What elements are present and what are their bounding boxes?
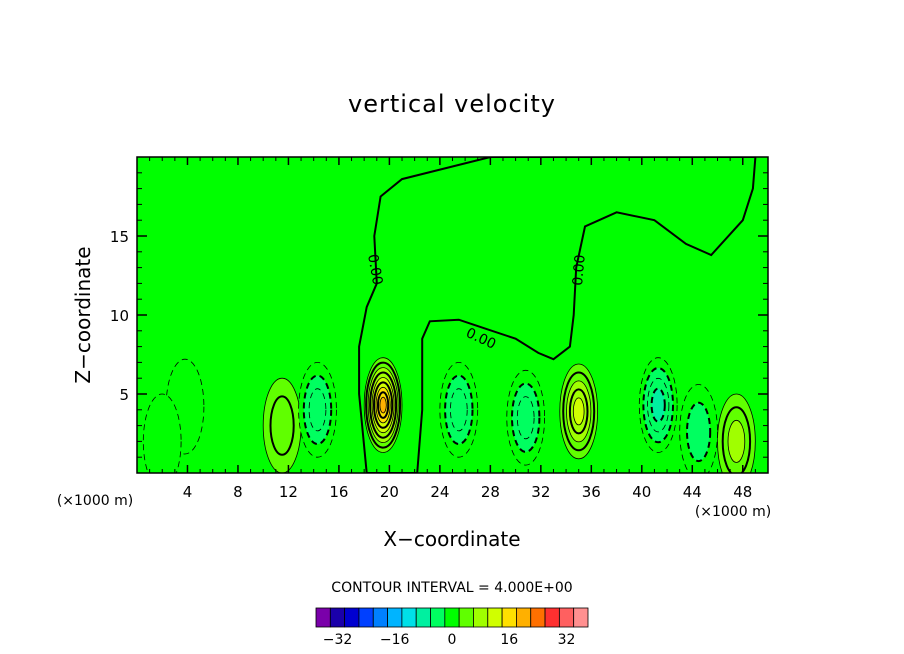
x-tick-label: 20 (380, 483, 399, 501)
updraft-contour (727, 419, 746, 463)
colorbar-swatch (544, 607, 560, 628)
x-tick-label: 36 (582, 483, 601, 501)
updraft-contour (572, 397, 585, 426)
colorbar-tick-label: 16 (500, 632, 518, 648)
zero-contour-label: 0.00 (570, 254, 589, 286)
x-tick-label: 32 (531, 483, 550, 501)
y-tick-label: 10 (110, 307, 129, 325)
contour-lines (358, 157, 757, 473)
colorbar-swatch (315, 607, 331, 628)
x-tick-label: 48 (733, 483, 752, 501)
colorbar-swatch (358, 607, 374, 628)
colorbar-swatch (329, 607, 346, 628)
colorbar-swatch (573, 607, 589, 628)
colorbar-swatch (530, 607, 546, 628)
colorbar-swatch (372, 607, 388, 628)
downdraft-contour (449, 388, 468, 432)
colorbar-swatch (344, 607, 360, 628)
chart-title: vertical velocity (348, 90, 556, 118)
colorbar-tick-label: −16 (380, 632, 410, 648)
updraft-contour (269, 395, 295, 456)
x-axis-label: X−coordinate (383, 527, 520, 551)
colorbar: −32 −16 0 16 32 (315, 607, 589, 648)
colorbar-tick-label: 0 (448, 632, 457, 648)
downdraft-contour (308, 388, 327, 432)
colorbar-swatch (430, 607, 446, 628)
y-axis: 5 10 15 (110, 172, 768, 458)
x-tick-label: 16 (329, 483, 348, 501)
zero-contour (358, 157, 757, 473)
colorbar-swatch (387, 607, 403, 628)
x-tick-label: 4 (183, 483, 193, 501)
zero-contour-label: 0.00 (364, 253, 385, 286)
x-tick-label: 40 (632, 483, 651, 501)
updraft-contour (379, 396, 387, 414)
colorbar-swatch (501, 607, 517, 628)
colorbar-tick-label: −32 (323, 632, 353, 648)
downdraft-contour (516, 396, 535, 440)
colorbar-swatch (558, 607, 575, 628)
downdraft-contour (142, 393, 182, 473)
x-tick-label: 44 (683, 483, 702, 501)
x-tick-label: 24 (430, 483, 449, 501)
downdraft-contour (686, 401, 712, 463)
colorbar-swatch (444, 607, 460, 628)
colorbar-swatch (487, 607, 503, 628)
colorbar-tick-label: 32 (558, 632, 576, 648)
x-tick-label: 8 (233, 483, 243, 501)
y-axis-label: Z−coordinate (71, 246, 95, 383)
colorbar-swatch (473, 607, 489, 628)
y-tick-label: 5 (119, 386, 129, 404)
colorbar-swatch (401, 607, 417, 628)
x-unit-right: (×1000 m) (695, 504, 771, 520)
x-unit-left: (×1000 m) (57, 493, 133, 509)
plot-area: 0.00 0.00 0.00 4 8 12 16 20 24 28 32 36 40 44 48 51… (110, 156, 769, 501)
y-tick-label: 15 (110, 228, 129, 246)
x-tick-label: 28 (481, 483, 500, 501)
downdraft-contour (650, 387, 666, 423)
contour-regions (142, 157, 756, 473)
x-axis: 4 8 12 16 20 24 28 32 36 40 44 48 (149, 157, 756, 501)
positive-region (359, 157, 756, 473)
colorbar-swatch (516, 607, 532, 628)
colorbar-swatch (458, 607, 474, 628)
contour-interval-text: CONTOUR INTERVAL = 4.000E+00 (331, 580, 572, 596)
x-tick-label: 12 (279, 483, 298, 501)
colorbar-swatch (415, 607, 431, 628)
